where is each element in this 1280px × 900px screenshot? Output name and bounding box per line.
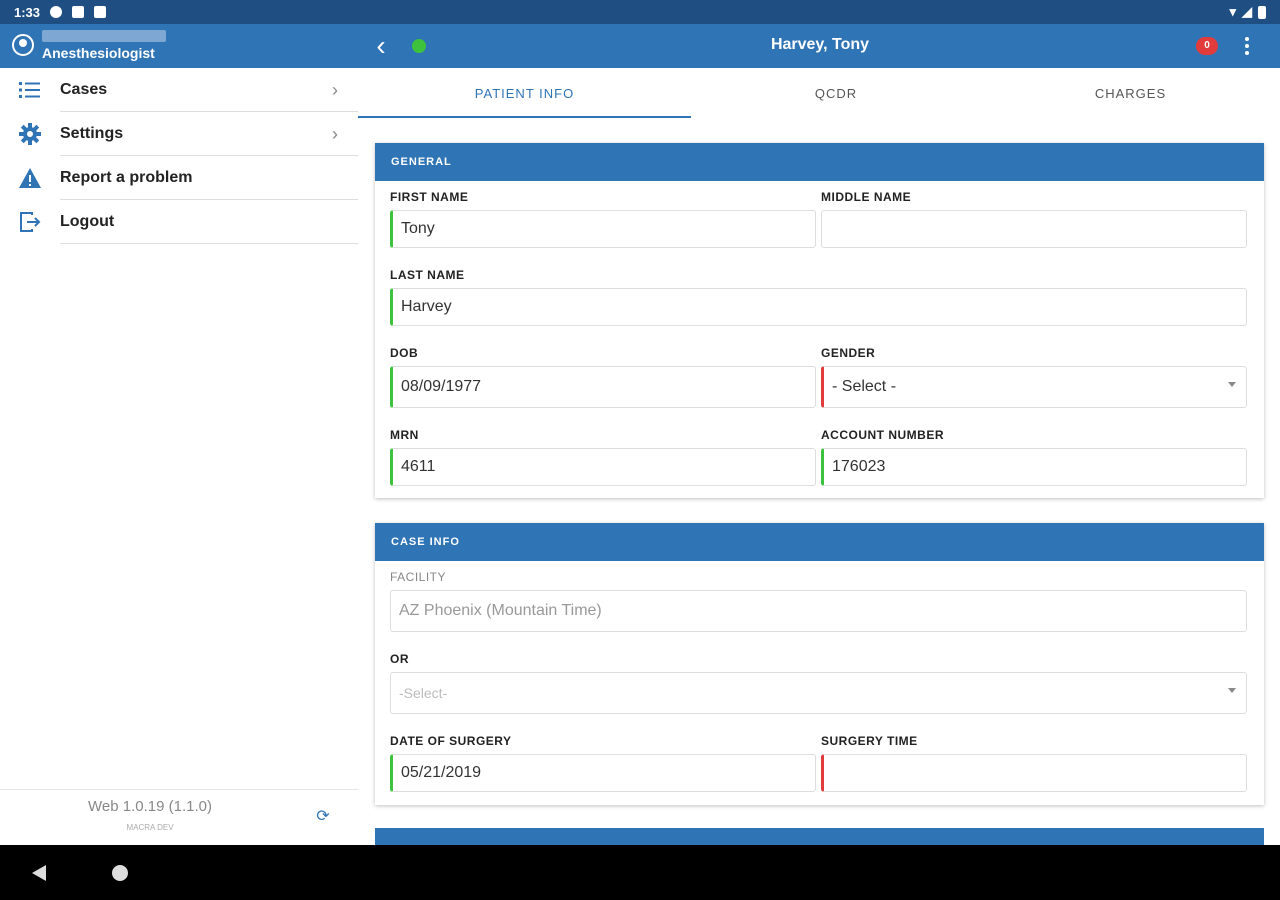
- divider: [60, 155, 358, 156]
- date-of-surgery-input[interactable]: 05/21/2019: [390, 754, 816, 792]
- tab-charges[interactable]: CHARGES: [1094, 85, 1167, 101]
- status-time: 1:33: [14, 4, 41, 20]
- last-name-input[interactable]: Harvey: [390, 288, 1247, 326]
- chevron-right-icon: ›: [332, 123, 338, 144]
- last-name-label: LAST NAME: [390, 268, 465, 282]
- app-version: Web 1.0.19 (1.1.0): [88, 798, 212, 815]
- facility-field: FACILITY AZ Phoenix (Mountain Time): [390, 570, 1247, 632]
- user-role: Anesthesiologist: [42, 45, 155, 61]
- or-select[interactable]: -Select-: [390, 672, 1247, 714]
- gender-field: GENDER - Select -: [821, 346, 1247, 408]
- divider: [60, 243, 358, 244]
- more-options-icon[interactable]: [1238, 34, 1256, 58]
- environment-label: MACRA DEV: [126, 823, 174, 832]
- first-name-field: FIRST NAME Tony: [390, 190, 816, 248]
- divider: [60, 111, 358, 112]
- account-number-label: ACCOUNT NUMBER: [821, 428, 944, 442]
- sidebar: Cases › Settings › Report a problem Logo…: [0, 68, 358, 845]
- status-bar: 1:33 ▾ ◢: [0, 0, 1280, 24]
- dropdown-arrow-icon: [1228, 382, 1236, 387]
- next-section-card: [375, 828, 1264, 845]
- dob-input[interactable]: 08/09/1977: [390, 366, 816, 408]
- patient-info-content: GENERAL FIRST NAME Tony MIDDLE NAME LAST…: [358, 118, 1280, 845]
- general-card: GENERAL FIRST NAME Tony MIDDLE NAME LAST…: [375, 143, 1264, 498]
- account-number-field: ACCOUNT NUMBER 176023: [821, 428, 1247, 486]
- next-section-header: [375, 828, 1264, 845]
- sidebar-item-label: Cases: [60, 81, 108, 98]
- chevron-left-icon: ‹: [376, 30, 386, 61]
- surgery-time-field: SURGERY TIME: [821, 734, 1247, 792]
- general-header: GENERAL: [375, 143, 1264, 181]
- system-navigation-bar: [0, 845, 1280, 900]
- or-field: OR -Select-: [390, 652, 1247, 714]
- sidebar-item-settings[interactable]: Settings ›: [0, 112, 358, 156]
- sidebar-item-report-problem[interactable]: Report a problem: [0, 156, 358, 200]
- system-home-icon[interactable]: [112, 865, 128, 881]
- back-button[interactable]: ‹: [370, 30, 392, 61]
- system-back-icon[interactable]: [32, 865, 46, 881]
- middle-name-label: MIDDLE NAME: [821, 190, 912, 204]
- logout-icon: [18, 211, 42, 233]
- case-info-card: CASE INFO FACILITY AZ Phoenix (Mountain …: [375, 523, 1264, 805]
- first-name-input[interactable]: Tony: [390, 210, 816, 248]
- app-bar: Anesthesiologist ‹ Harvey, Tony 0: [0, 24, 1280, 68]
- chevron-right-icon: ›: [332, 79, 338, 100]
- battery-icon: [1258, 5, 1266, 19]
- tab-patient-info[interactable]: PATIENT INFO: [358, 68, 691, 118]
- mrn-label: MRN: [390, 428, 419, 442]
- user-avatar-icon: [12, 33, 34, 56]
- middle-name-field: MIDDLE NAME: [821, 190, 1247, 248]
- date-of-surgery-label: DATE OF SURGERY: [390, 734, 512, 748]
- mrn-input[interactable]: 4611: [390, 448, 816, 486]
- sd-card-icon: [94, 6, 107, 18]
- gear-icon: [18, 123, 42, 145]
- patient-name-title: Harvey, Tony: [770, 36, 870, 53]
- notification-badge[interactable]: 0: [1196, 37, 1218, 55]
- user-name-redacted: [42, 30, 166, 42]
- or-label: OR: [390, 652, 409, 666]
- dob-field: DOB 08/09/1977: [390, 346, 816, 408]
- case-info-header: CASE INFO: [375, 523, 1264, 561]
- app-notification-icon: [72, 6, 85, 18]
- date-of-surgery-field: DATE OF SURGERY 05/21/2019: [390, 734, 816, 792]
- sidebar-footer: Web 1.0.19 (1.1.0) MACRA DEV ⟳: [0, 789, 358, 845]
- last-name-field: LAST NAME Harvey: [390, 268, 1247, 326]
- gender-selected-value: - Select -: [832, 378, 897, 395]
- dropdown-arrow-icon: [1228, 688, 1236, 693]
- mrn-field: MRN 4611: [390, 428, 816, 486]
- dob-label: DOB: [390, 346, 419, 360]
- sidebar-item-label: Settings: [60, 125, 124, 142]
- divider: [60, 199, 358, 200]
- sidebar-item-cases[interactable]: Cases ›: [0, 68, 358, 112]
- tab-bar: PATIENT INFO QCDR CHARGES: [358, 68, 1280, 118]
- account-number-input[interactable]: 176023: [821, 448, 1247, 486]
- middle-name-input[interactable]: [821, 210, 1247, 248]
- surgery-time-label: SURGERY TIME: [821, 734, 918, 748]
- sidebar-item-logout[interactable]: Logout: [0, 200, 358, 244]
- first-name-label: FIRST NAME: [390, 190, 469, 204]
- list-icon: [18, 79, 42, 101]
- user-profile[interactable]: Anesthesiologist: [12, 28, 166, 61]
- or-selected-value: -Select-: [399, 685, 448, 701]
- gender-select[interactable]: - Select -: [821, 366, 1247, 408]
- surgery-time-input[interactable]: [821, 754, 1247, 792]
- gender-label: GENDER: [821, 346, 876, 360]
- settings-notification-icon: [50, 6, 63, 18]
- warning-icon: [18, 167, 42, 189]
- sidebar-item-label: Logout: [60, 213, 115, 230]
- tab-qcdr[interactable]: QCDR: [814, 85, 858, 101]
- sidebar-item-label: Report a problem: [60, 169, 193, 186]
- facility-input: AZ Phoenix (Mountain Time): [390, 590, 1247, 632]
- wifi-icon: ▾: [1229, 4, 1236, 19]
- refresh-icon[interactable]: ⟳: [316, 808, 330, 825]
- online-status-indicator: [412, 39, 426, 53]
- facility-label: FACILITY: [390, 570, 447, 584]
- signal-icon: ◢: [1242, 4, 1252, 19]
